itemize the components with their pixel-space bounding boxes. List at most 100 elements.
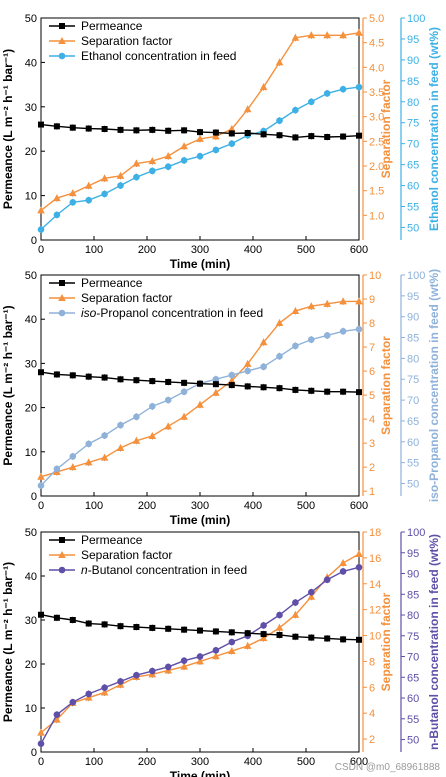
data-point-circle xyxy=(276,117,283,124)
y-left-tick-label: 0 xyxy=(31,491,37,503)
data-point-circle xyxy=(260,622,267,629)
data-point-circle xyxy=(355,325,363,333)
data-point-circle xyxy=(276,611,283,619)
y-right-axis-label: iso-Propanol concentration in feed (wt%) xyxy=(427,269,441,502)
y-mid-tick-label: 6 xyxy=(369,366,375,378)
data-point-square xyxy=(308,634,315,641)
y-right-tick-label: 55 xyxy=(407,714,419,726)
data-point-triangle xyxy=(116,171,125,179)
data-point-circle xyxy=(292,342,299,350)
data-point-circle xyxy=(260,363,267,371)
legend-label: Separation factor xyxy=(81,34,172,48)
data-point-circle xyxy=(164,163,172,170)
data-point-circle xyxy=(308,98,315,106)
x-tick-label: 300 xyxy=(191,500,209,512)
data-point-square xyxy=(197,129,203,136)
data-point-square xyxy=(244,630,251,637)
data-point-triangle xyxy=(100,688,109,696)
y-right-tick-label: 65 xyxy=(407,672,419,684)
y-right-tick-label: 85 xyxy=(407,589,419,601)
data-point-square xyxy=(69,372,76,379)
data-point-square xyxy=(53,123,60,130)
data-point-square xyxy=(276,132,283,139)
data-point-square xyxy=(149,126,156,133)
data-point-triangle xyxy=(355,28,363,36)
legend-label-italic: n xyxy=(81,563,88,577)
data-point-circle xyxy=(85,690,92,698)
data-point-circle xyxy=(53,711,61,718)
x-tick-label: 200 xyxy=(138,500,156,512)
data-point-triangle xyxy=(164,152,172,160)
data-point-triangle xyxy=(53,194,61,202)
y-mid-tick-label: 4 xyxy=(369,708,375,720)
y-left-tick-label: 40 xyxy=(25,314,37,326)
data-point-square xyxy=(356,389,362,396)
data-point-square xyxy=(260,131,267,138)
legend-marker-circle xyxy=(58,566,66,574)
legend-marker-square xyxy=(59,280,65,286)
y-right-tick-label: 95 xyxy=(407,34,419,46)
legend-label: n-Butanol concentration in feed xyxy=(81,563,247,577)
data-point-triangle xyxy=(243,359,252,367)
y-right-tick-label: 65 xyxy=(407,416,419,428)
y-mid-tick-label: 10 xyxy=(369,631,381,643)
data-point-square xyxy=(197,380,203,387)
data-point-triangle xyxy=(100,174,109,182)
x-tick-label: 300 xyxy=(191,756,209,768)
series-permeance xyxy=(38,121,362,141)
data-point-triangle xyxy=(228,647,236,655)
data-point-circle xyxy=(292,599,299,606)
data-point-square xyxy=(260,384,267,391)
data-point-square xyxy=(276,631,283,638)
data-point-square xyxy=(69,124,76,131)
legend-label: Separation factor xyxy=(81,548,172,562)
series-ethanol xyxy=(37,83,363,234)
data-point-triangle xyxy=(228,376,236,384)
y-left-tick-label: 0 xyxy=(31,235,37,247)
data-point-triangle xyxy=(259,634,268,642)
data-point-square xyxy=(133,127,140,134)
x-tick-label: 500 xyxy=(297,500,315,512)
x-tick-label: 100 xyxy=(85,244,103,256)
data-point-circle xyxy=(196,653,204,660)
chart-panel-1: 0 100 200 300 400 500 600 Time (min) 0 10 20 30 40 50… xyxy=(1,13,441,271)
data-point-circle xyxy=(164,396,172,404)
x-tick-label: 600 xyxy=(350,500,368,512)
data-point-square xyxy=(308,133,315,140)
y-mid-tick-label: 4.0 xyxy=(369,62,384,74)
y-right-tick-label: 75 xyxy=(407,631,419,643)
y-right-tick-label: 60 xyxy=(407,181,419,193)
y-right-tick-label: 55 xyxy=(407,458,419,470)
x-tick-label: 500 xyxy=(297,244,315,256)
data-point-circle xyxy=(117,182,124,189)
y-left-tick-label: 50 xyxy=(25,270,37,282)
data-point-circle xyxy=(323,332,331,339)
data-point-triangle xyxy=(196,657,204,665)
series-separation xyxy=(37,297,363,481)
data-point-circle xyxy=(101,190,108,198)
data-point-triangle xyxy=(84,458,93,466)
x-tick-label: 100 xyxy=(85,756,103,768)
data-point-square xyxy=(212,628,219,635)
data-point-circle xyxy=(276,353,283,360)
data-point-circle xyxy=(117,678,124,685)
data-point-square xyxy=(276,385,283,392)
data-point-square xyxy=(228,130,235,137)
data-point-triangle xyxy=(164,422,172,430)
y-left-tick-label: 20 xyxy=(25,659,37,671)
y-mid-tick-label: 2 xyxy=(369,462,375,474)
data-point-square xyxy=(212,129,219,136)
y-mid-tick-label: 4.5 xyxy=(369,38,384,50)
x-tick-label: 600 xyxy=(350,244,368,256)
data-point-square xyxy=(356,132,362,139)
data-point-triangle xyxy=(116,443,125,451)
x-axis-label: Time (min) xyxy=(170,513,230,527)
legend-marker-square xyxy=(59,23,65,29)
legend-label: Permeance xyxy=(81,19,143,33)
y-right-tick-label: 80 xyxy=(407,97,419,109)
data-point-circle xyxy=(37,740,45,747)
data-point-circle xyxy=(101,684,108,691)
data-point-triangle xyxy=(53,715,61,723)
x-axis-label: Time (min) xyxy=(170,257,230,271)
data-point-triangle xyxy=(243,105,252,113)
